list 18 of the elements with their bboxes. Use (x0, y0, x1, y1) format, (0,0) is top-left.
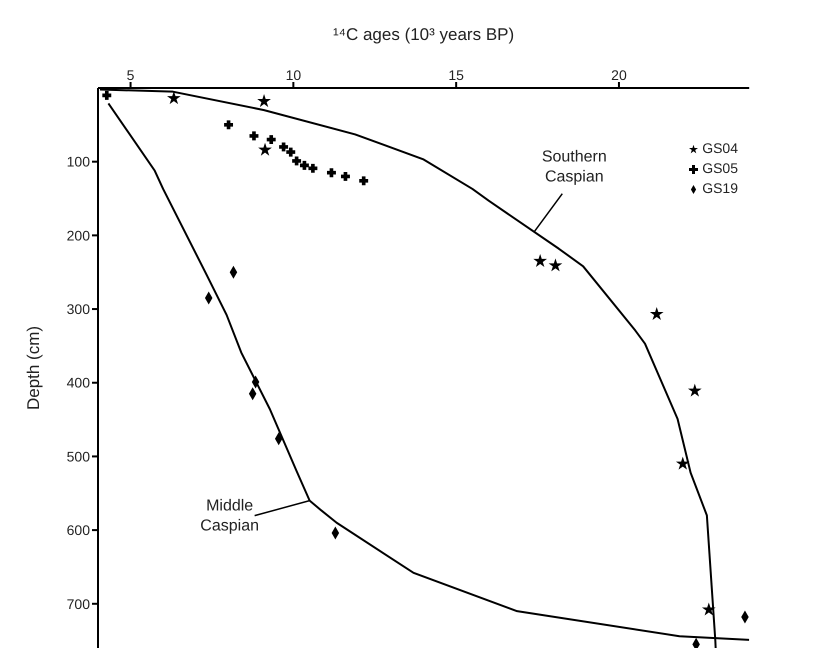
y-tick-label: 100 (66, 154, 90, 170)
legend-label: GS05 (702, 160, 738, 176)
x-tick-label: 15 (448, 67, 464, 83)
x-tick-label: 5 (126, 67, 135, 83)
y-tick-label: 400 (66, 374, 90, 391)
y-tick-label: 700 (66, 596, 90, 612)
legend-label: GS19 (702, 180, 738, 196)
annotation: Southern Caspian (542, 148, 607, 186)
x-tick-label: 10 (286, 67, 302, 83)
x-tick-label: 20 (611, 67, 627, 83)
y-axis-title: Depth (cm) (24, 326, 44, 410)
annotation: Middle Caspian (200, 498, 259, 535)
y-tick-label: 200 (66, 227, 90, 244)
y-tick-label: 300 (66, 301, 90, 318)
y-tick-label: 600 (66, 522, 90, 538)
legend-label: GS04 (702, 140, 738, 156)
x-axis-title: ¹⁴C ages (10³ years BP) (333, 25, 514, 44)
y-tick-label: 500 (66, 448, 90, 464)
